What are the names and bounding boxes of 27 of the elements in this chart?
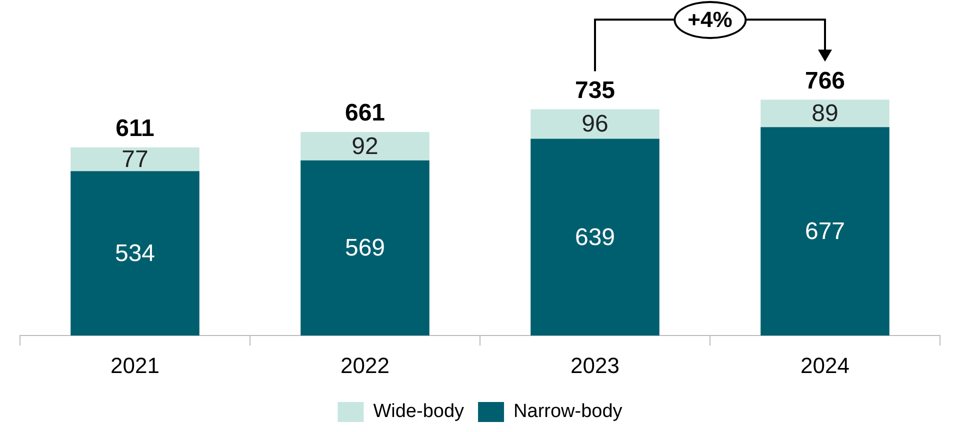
total-label: 611: [116, 115, 154, 142]
x-tick-label: 2023: [570, 352, 620, 378]
data-label: 569: [344, 234, 386, 262]
bar: [530, 109, 660, 139]
bar: [530, 138, 660, 336]
data-label: 77: [122, 146, 148, 173]
data-label: 677: [804, 218, 846, 245]
x-tick-label: 2022: [340, 352, 390, 378]
legend-label: Narrow-body: [514, 401, 623, 422]
bar: [70, 171, 200, 336]
total-label: 766: [804, 67, 846, 94]
bar: [760, 127, 890, 336]
bar: [300, 132, 430, 160]
total-label: 735: [574, 76, 616, 104]
text: +4%: [674, 0, 746, 39]
data-label: 96: [582, 110, 608, 138]
x-tick-label: 2021: [110, 352, 160, 378]
bar: [760, 100, 890, 128]
data-label: 639: [574, 224, 616, 251]
x-tick-label: 2024: [800, 352, 850, 378]
data-label: 89: [812, 100, 838, 127]
bar: [70, 147, 200, 172]
total-label: 661: [344, 100, 386, 127]
data-label: 534: [114, 240, 156, 267]
bar: [300, 160, 430, 336]
data-label: 92: [352, 132, 378, 160]
legend-label: Wide-body: [373, 401, 465, 422]
